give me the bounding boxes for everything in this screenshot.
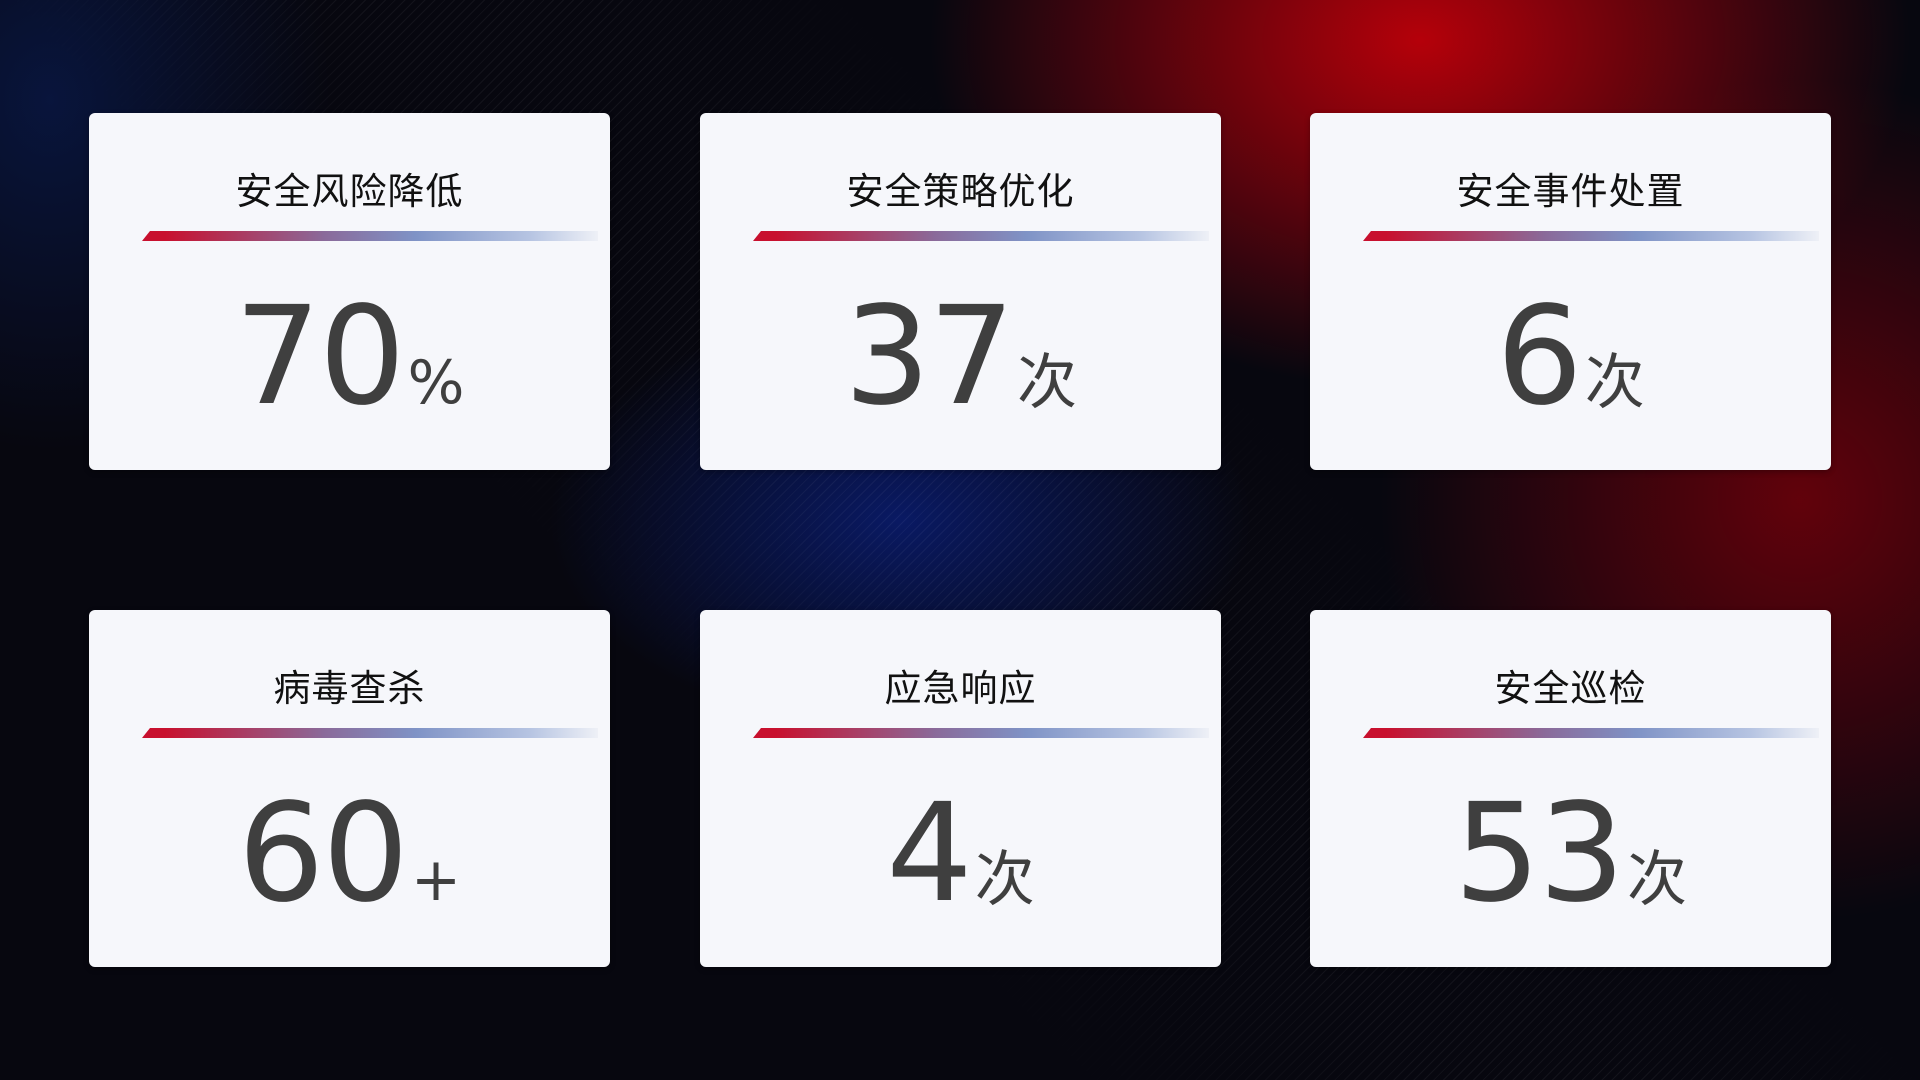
card-title: 安全风险降低 [235,170,464,213]
value-number: 6 [1496,278,1583,436]
stat-card-virus-removal: 病毒查杀 60+ [89,610,610,967]
stat-card-incident-handling: 安全事件处置 6次 [1310,113,1831,470]
gradient-divider [753,231,1209,241]
stat-card-security-patrol: 安全巡检 53次 [1310,610,1831,967]
stat-card-risk-reduction: 安全风险降低 70% [89,113,610,470]
card-value: 53次 [1310,775,1831,933]
value-unit: % [407,348,465,418]
card-title: 安全事件处置 [1456,170,1685,213]
card-value: 6次 [1310,278,1831,436]
card-title: 安全巡检 [1494,667,1647,710]
value-number: 70 [234,278,405,436]
stat-card-emergency-response: 应急响应 4次 [700,610,1221,967]
card-value: 70% [89,278,610,436]
value-number: 4 [886,775,973,933]
value-unit: + [410,845,462,915]
gradient-divider [1363,728,1819,738]
value-unit: 次 [1584,348,1645,418]
card-value: 4次 [700,775,1221,933]
gradient-divider [1363,231,1819,241]
stat-card-policy-optimization: 安全策略优化 37次 [700,113,1221,470]
value-number: 37 [843,278,1015,436]
value-unit: 次 [1017,348,1078,418]
gradient-divider [142,728,598,738]
gradient-divider [753,728,1209,738]
value-number: 60 [237,775,409,933]
card-title: 病毒查杀 [273,667,426,710]
value-unit: 次 [974,845,1035,915]
gradient-divider [142,231,598,241]
value-number: 53 [1453,775,1625,933]
card-title: 安全策略优化 [846,170,1075,213]
value-unit: 次 [1627,845,1688,915]
card-value: 60+ [89,775,610,933]
card-title: 应急响应 [884,667,1037,710]
card-value: 37次 [700,278,1221,436]
